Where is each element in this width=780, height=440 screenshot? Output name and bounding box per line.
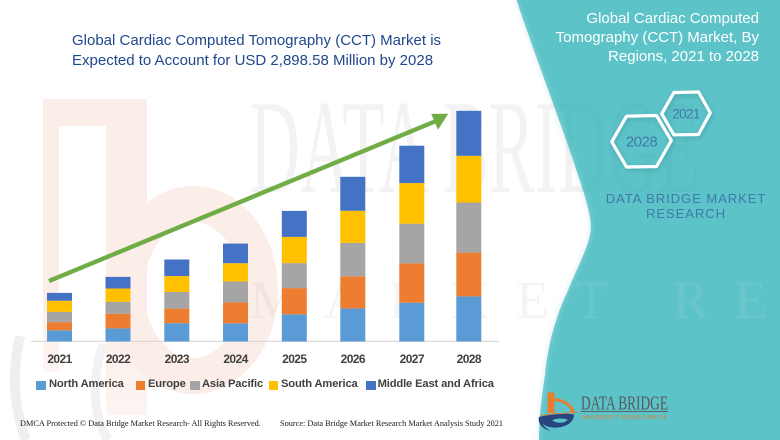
svg-text:2028: 2028 — [626, 134, 658, 151]
svg-text:MARKET RESEARCH: MARKET RESEARCH — [582, 414, 667, 421]
svg-text:2021: 2021 — [672, 107, 700, 122]
svg-text:DATA BRIDGE: DATA BRIDGE — [581, 393, 668, 415]
